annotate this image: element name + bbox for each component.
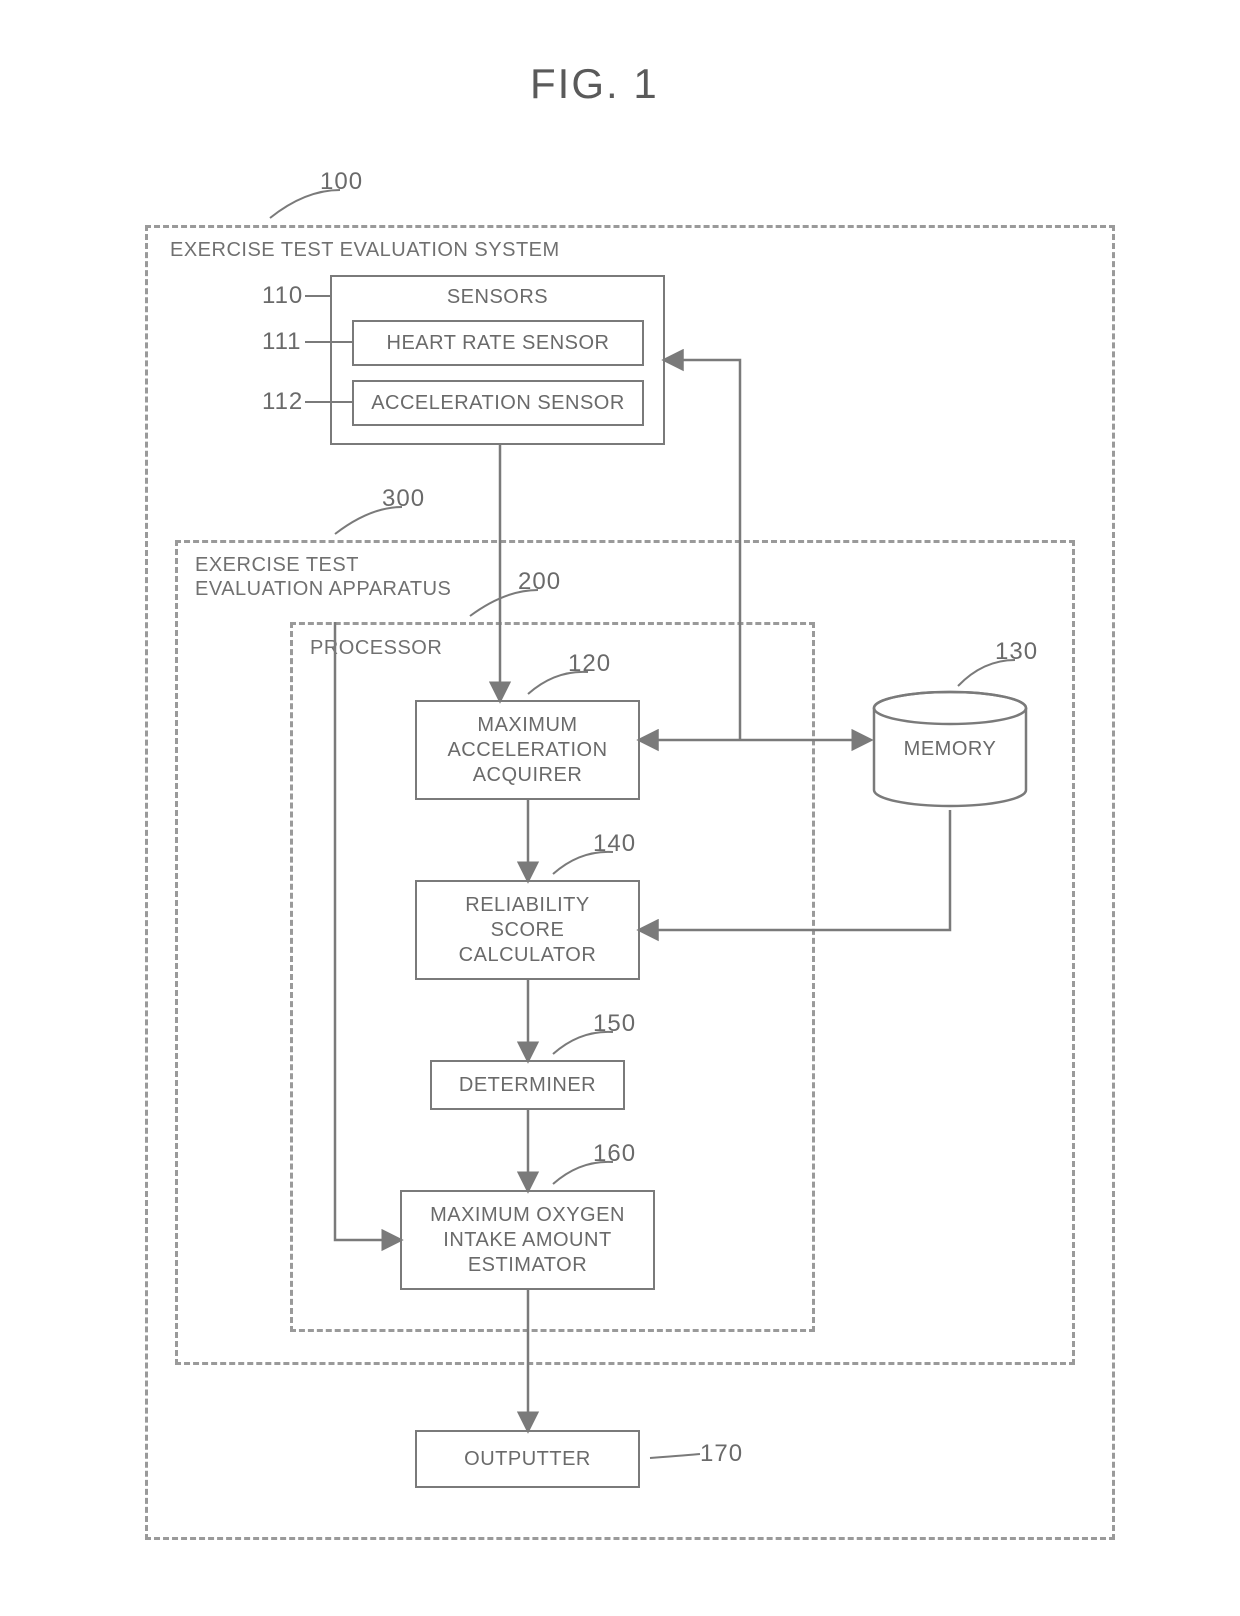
ref-memory: 130 bbox=[995, 638, 1038, 666]
ref-accel-sensor: 112 bbox=[262, 388, 303, 416]
ref-determiner: 150 bbox=[593, 1010, 636, 1038]
memory-cylinder: MEMORY bbox=[870, 690, 1030, 810]
determiner-box: DETERMINER bbox=[430, 1060, 625, 1110]
figure-title: FIG. 1 bbox=[530, 60, 659, 108]
determiner-label: DETERMINER bbox=[459, 1073, 596, 1098]
ref-hr-sensor: 111 bbox=[262, 328, 301, 356]
ref-reliability: 140 bbox=[593, 830, 636, 858]
ref-max-accel: 120 bbox=[568, 650, 611, 678]
ref-outputter: 170 bbox=[700, 1440, 743, 1468]
acceleration-sensor-label: ACCELERATION SENSOR bbox=[371, 391, 625, 416]
diagram-canvas: FIG. 1 EXERCISE TEST EVALUATION SYSTEM S… bbox=[0, 0, 1240, 1616]
processor-container-label: PROCESSOR bbox=[310, 636, 442, 660]
heart-rate-sensor-label: HEART RATE SENSOR bbox=[387, 331, 610, 356]
ref-apparatus: 300 bbox=[382, 485, 425, 513]
max-accel-acquirer-box: MAXIMUM ACCELERATION ACQUIRER bbox=[415, 700, 640, 800]
heart-rate-sensor-box: HEART RATE SENSOR bbox=[352, 320, 644, 366]
ref-processor: 200 bbox=[518, 568, 561, 596]
oxygen-estimator-label: MAXIMUM OXYGEN INTAKE AMOUNT ESTIMATOR bbox=[430, 1203, 625, 1278]
system-container-label: EXERCISE TEST EVALUATION SYSTEM bbox=[170, 238, 560, 262]
oxygen-estimator-box: MAXIMUM OXYGEN INTAKE AMOUNT ESTIMATOR bbox=[400, 1190, 655, 1290]
acceleration-sensor-box: ACCELERATION SENSOR bbox=[352, 380, 644, 426]
apparatus-container-label: EXERCISE TEST EVALUATION APPARATUS bbox=[195, 553, 451, 601]
max-accel-acquirer-label: MAXIMUM ACCELERATION ACQUIRER bbox=[447, 713, 607, 788]
ref-sensors-group: 110 bbox=[262, 282, 303, 310]
memory-label: MEMORY bbox=[870, 738, 1030, 761]
sensors-box-title: SENSORS bbox=[447, 285, 548, 310]
reliability-calculator-box: RELIABILITY SCORE CALCULATOR bbox=[415, 880, 640, 980]
outputter-label: OUTPUTTER bbox=[464, 1447, 591, 1472]
ref-system: 100 bbox=[320, 168, 363, 196]
reliability-calculator-label: RELIABILITY SCORE CALCULATOR bbox=[459, 893, 597, 968]
outputter-box: OUTPUTTER bbox=[415, 1430, 640, 1488]
ref-oxygen: 160 bbox=[593, 1140, 636, 1168]
